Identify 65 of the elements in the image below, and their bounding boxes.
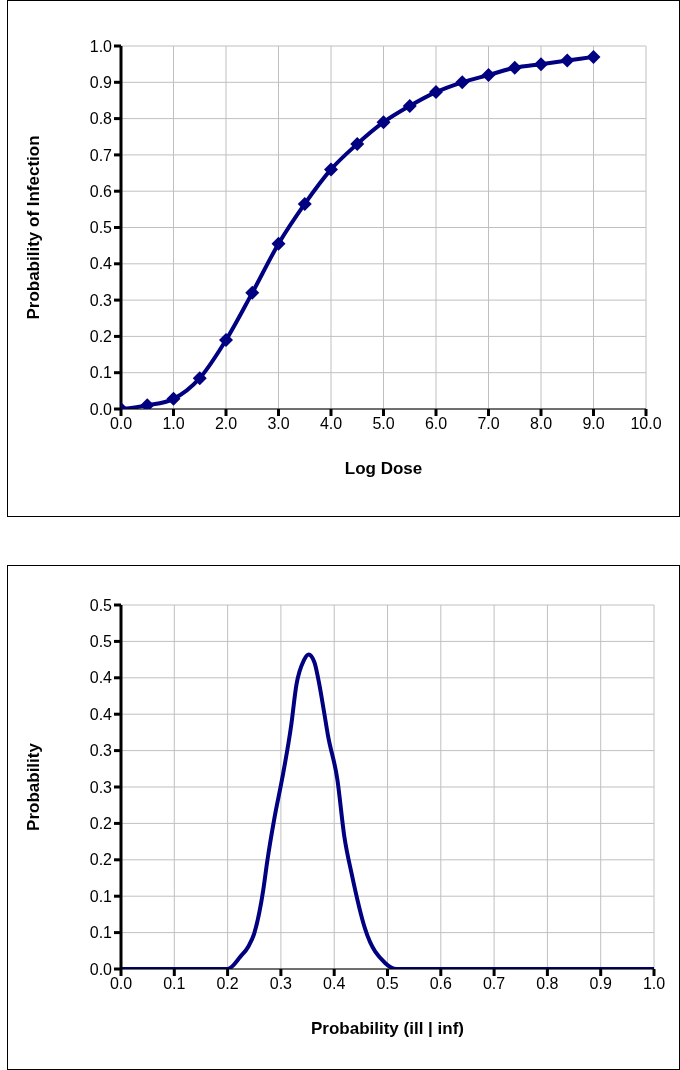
x-tick-label: 0.2: [216, 975, 239, 993]
x-tick-label: 0.0: [109, 975, 133, 993]
x-tick-label: 1.0: [642, 975, 666, 993]
point: [219, 333, 233, 348]
x-tick-label: 5.0: [372, 415, 395, 433]
y-tick-label: 0.4: [89, 255, 113, 273]
point: [560, 53, 575, 68]
point: [376, 115, 391, 130]
point: [586, 49, 601, 64]
x-tick-label: 8.0: [529, 415, 553, 433]
point: [481, 68, 496, 83]
y-tick-label: 0.7: [89, 146, 113, 164]
y-tick-label: 0.2: [89, 328, 113, 346]
y-tick-label: 0.8: [89, 110, 113, 128]
point: [192, 371, 207, 386]
x-tick-label: 9.0: [582, 415, 605, 433]
y-tick-label: 0.1: [89, 364, 113, 382]
y-axis-title: Probability: [24, 742, 44, 831]
x-tick-label: 6.0: [424, 415, 448, 433]
point: [297, 196, 312, 211]
point: [324, 162, 338, 177]
x-axis-title: Log Dose: [344, 459, 423, 478]
x-tick-label: 0.7: [482, 975, 506, 993]
point: [350, 137, 365, 152]
y-tick-label: 0.2: [89, 815, 113, 833]
x-tick-label: 0.5: [376, 975, 399, 993]
y-tick-label: 0.4: [89, 705, 113, 723]
point: [507, 60, 522, 75]
y-tick-label: 0.2: [89, 851, 113, 869]
point: [271, 236, 286, 251]
y-tick-label: 0.4: [89, 669, 113, 687]
y-tick-label: 0.9: [89, 73, 113, 91]
y-tick-label: 0.0: [89, 960, 113, 978]
x-tick-label: 7.0: [477, 415, 500, 433]
y-tick-label: 0.5: [89, 596, 113, 614]
y-tick-label: 0.3: [89, 778, 113, 796]
y-tick-label: 0.5: [89, 633, 113, 651]
x-tick-label: 3.0: [267, 415, 290, 433]
x-tick-label: 0.8: [536, 975, 559, 993]
point: [402, 98, 417, 113]
y-tick-label: 0.3: [89, 742, 113, 760]
y-tick-label: 0.0: [89, 400, 113, 418]
y-tick-label: 0.3: [89, 291, 113, 309]
point: [455, 75, 470, 90]
x-tick-label: 0.9: [589, 975, 612, 993]
point: [245, 285, 260, 300]
point: [429, 85, 443, 100]
y-tick-label: 0.6: [89, 182, 113, 200]
x-tick-label: 0.4: [323, 975, 346, 993]
x-tick-label: 1.0: [162, 415, 185, 433]
x-tick-label: 0.0: [109, 415, 133, 433]
y-tick-label: 0.5: [89, 219, 113, 237]
x-tick-label: 10.0: [630, 415, 662, 433]
point: [534, 57, 548, 72]
y-tick-label: 1.0: [89, 37, 113, 55]
y-axis-title: Probability of Infection: [24, 135, 44, 320]
x-tick-label: 4.0: [319, 415, 343, 433]
x-tick-label: 0.3: [269, 975, 293, 993]
x-tick-label: 2.0: [214, 415, 238, 433]
x-tick-label: 0.1: [163, 975, 186, 993]
point: [166, 391, 181, 406]
x-axis-title: Probability (ill | inf): [310, 1019, 465, 1038]
x-tick-label: 0.6: [429, 975, 453, 993]
y-tick-label: 0.1: [89, 887, 113, 905]
y-tick-label: 0.1: [89, 924, 113, 942]
